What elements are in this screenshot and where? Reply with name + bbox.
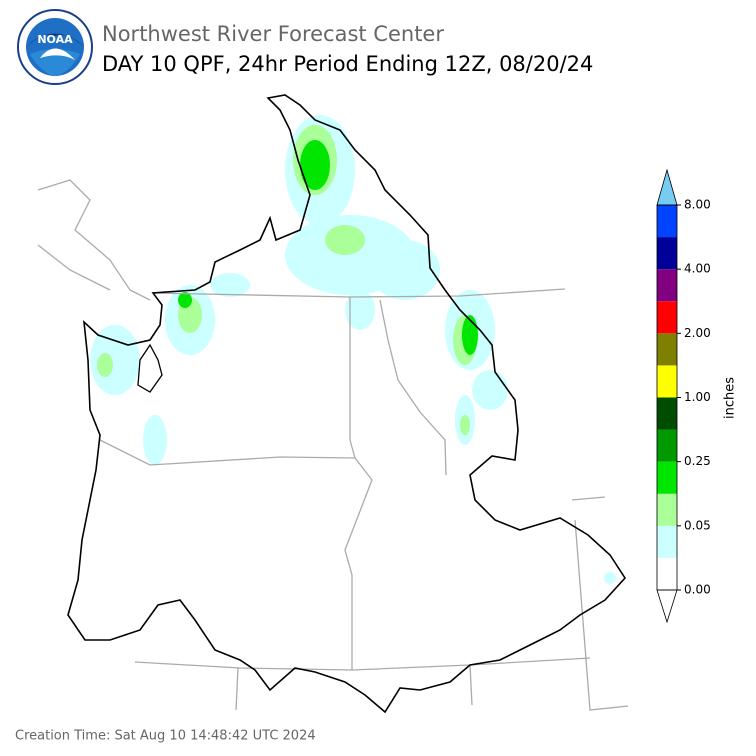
map bbox=[37, 94, 629, 714]
puget-sound bbox=[137, 343, 163, 393]
color-bin bbox=[657, 525, 677, 558]
color-bin bbox=[657, 269, 677, 302]
color-bin bbox=[657, 461, 677, 494]
color-bin bbox=[657, 301, 677, 334]
color-bin bbox=[657, 365, 677, 398]
title: Northwest River Forecast Center bbox=[102, 22, 444, 46]
color-bin bbox=[657, 333, 677, 366]
creation-time: Creation Time: Sat Aug 10 14:48:42 UTC 2… bbox=[15, 729, 316, 744]
color-bin bbox=[657, 397, 677, 430]
subtitle: DAY 10 QPF, 24hr Period Ending 12Z, 08/2… bbox=[102, 52, 593, 76]
tick-label: 4.00 bbox=[684, 262, 711, 276]
basin-outline bbox=[67, 94, 627, 714]
under-triangle bbox=[656, 589, 678, 624]
tick-label: 0.00 bbox=[684, 583, 711, 597]
tick-label: 0.05 bbox=[684, 518, 711, 532]
color-bin bbox=[657, 429, 677, 462]
tick-label: 2.00 bbox=[684, 326, 711, 340]
logo-text: NOAA bbox=[37, 33, 73, 46]
state-lines bbox=[37, 179, 629, 711]
color-bin bbox=[657, 557, 677, 590]
tick-label: 0.25 bbox=[684, 454, 711, 468]
colorbar: 0.00 0.05 0.25 1.00 2.00 4.00 8.00 bbox=[656, 168, 711, 624]
color-bin bbox=[657, 237, 677, 270]
color-bin bbox=[657, 493, 677, 526]
colorbar-label: inches bbox=[723, 377, 738, 419]
noaa-logo: NOAA bbox=[17, 9, 93, 85]
color-bin bbox=[657, 205, 677, 238]
tick-label: 8.00 bbox=[684, 198, 711, 212]
tick-label: 1.00 bbox=[684, 390, 711, 404]
precip-light bbox=[90, 115, 616, 584]
over-triangle bbox=[656, 168, 678, 206]
